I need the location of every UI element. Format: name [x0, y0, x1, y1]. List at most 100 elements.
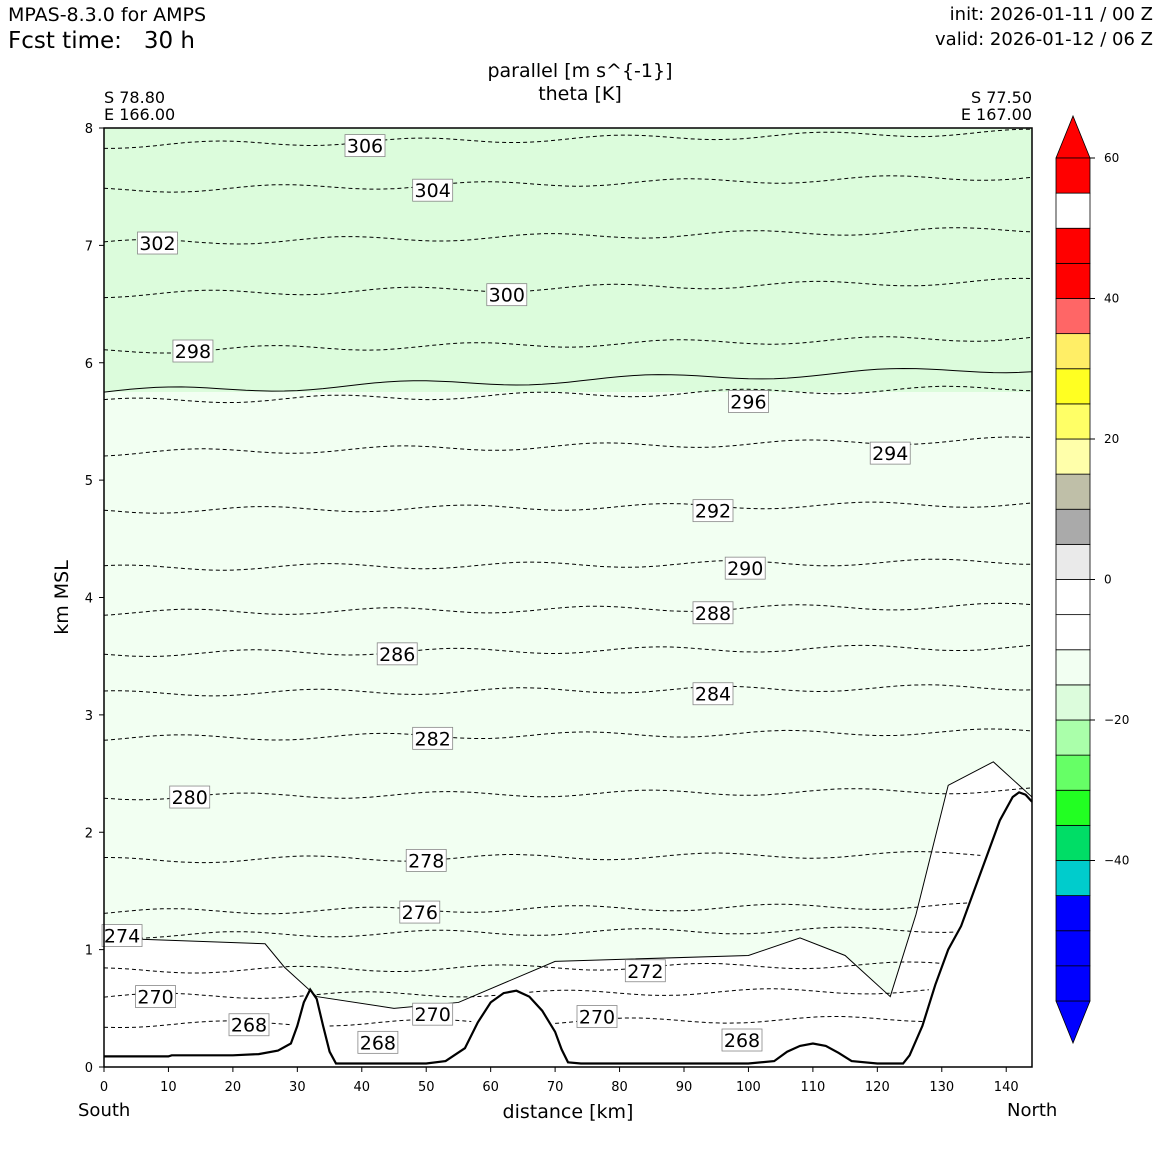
colorbar-segment-top: [1055, 157, 1091, 194]
y-tick-label-4: 4: [85, 592, 93, 607]
colorbar-segment-19: [1055, 262, 1091, 299]
theta-contour-286: [103, 644, 1033, 657]
end-direction: North: [1007, 1100, 1058, 1121]
contour-label-extra-1: 270: [579, 1007, 615, 1029]
theta-contour-300: [103, 277, 1033, 299]
end-coordinates: S 77.50 E 167.00: [961, 89, 1032, 123]
theta-contour-290: [103, 558, 1032, 571]
colorbar-tick-label-2: 20: [1104, 432, 1119, 446]
y-tick-label-5: 5: [85, 474, 93, 489]
theta-contour-294: [103, 436, 1033, 457]
colorbar-segment-5: [1055, 754, 1091, 791]
terrain-fill: [104, 792, 1032, 1067]
theta-contour-274: [103, 926, 955, 939]
contour-label-276-box: [399, 900, 441, 924]
forecast-time-value: 30 h: [143, 28, 195, 54]
x-tick-label-0: 0: [100, 1080, 108, 1095]
start-lon: E 166.00: [104, 105, 176, 124]
contour-label-268: 268: [231, 1015, 267, 1037]
y-tick-label-0: 0: [85, 1061, 93, 1076]
contour-label-306-box: [344, 134, 386, 158]
contour-label-extra-3-box: [721, 1028, 763, 1052]
terrain: [104, 791, 1033, 1067]
x-axis-label: distance [km]: [503, 1101, 634, 1123]
contour-label-274: 274: [104, 926, 140, 948]
theta-contour-276: [103, 902, 968, 915]
contour-label-300: 300: [489, 285, 525, 307]
y-tick-label-6: 6: [85, 357, 93, 372]
colorbar-tick-label-3: 0: [1104, 573, 1112, 587]
contour-label-300-box: [486, 283, 528, 307]
colorbar-segment-11: [1055, 543, 1091, 580]
contour-label-292: 292: [695, 501, 731, 523]
y-axis-label: km MSL: [51, 560, 73, 635]
contour-label-296: 296: [730, 391, 766, 413]
contour-label-extra-0-box: [412, 1002, 454, 1026]
forecast-time-label: Fcst time:: [8, 28, 122, 54]
theta-contour-282: [103, 728, 1033, 741]
x-tick-label-130: 130: [929, 1080, 954, 1095]
contour-label-290: 290: [727, 558, 763, 580]
end-lat: S 77.50: [970, 88, 1032, 107]
contour-label-274-box: [101, 924, 143, 947]
x-tick-label-50: 50: [418, 1080, 435, 1095]
theta-contour-302: [103, 227, 1033, 245]
x-tick-label-90: 90: [676, 1080, 693, 1095]
theta-contour-284: [103, 684, 1033, 697]
contour-label-270: 270: [137, 987, 173, 1009]
theta-contour-280: [103, 787, 1033, 801]
forecast-time: Fcst time: 30 h: [8, 28, 195, 54]
x-tick-label-60: 60: [482, 1080, 499, 1095]
contour-label-298: 298: [175, 341, 211, 363]
contour-label-extra-0: 270: [415, 1004, 451, 1026]
contour-label-288-box: [692, 601, 734, 625]
colorbar-segment-6: [1055, 719, 1091, 756]
colorbar-segment-10: [1055, 579, 1091, 616]
contour-label-304: 304: [415, 180, 451, 202]
contour-label-294: 294: [872, 443, 908, 465]
colorbar-segment-bottom: [1055, 965, 1091, 1002]
theta-contour-288: [103, 602, 1033, 616]
contour-label-272: 272: [627, 961, 663, 983]
y-tick-label-3: 3: [85, 709, 93, 724]
colorbar-tick-label-4: −20: [1104, 713, 1129, 727]
end-lon: E 167.00: [960, 105, 1032, 124]
x-tick-label-10: 10: [160, 1080, 177, 1095]
contour-label-284: 284: [695, 684, 731, 706]
contour-label-304-box: [412, 178, 454, 202]
x-tick-label-140: 140: [994, 1080, 1019, 1095]
start-lat: S 78.80: [104, 88, 166, 107]
colorbar-tick-label-5: −40: [1104, 854, 1129, 868]
x-tick-label-110: 110: [800, 1080, 825, 1095]
colorbar-segment-14: [1055, 438, 1091, 475]
contour-label-extra-2-box: [357, 1030, 399, 1054]
theta-contour-292: [103, 501, 1033, 514]
theta-contour-296: [103, 385, 1033, 404]
contour-label-278: 278: [408, 850, 444, 872]
x-tick-label-80: 80: [611, 1080, 628, 1095]
terrain-line: [104, 791, 1033, 1065]
axes: 0 10 20 30 40 50 60 70 80 90 100 110 120 130 140 0 1 2 3 4 5…: [51, 122, 1033, 1123]
x-tick-label-120: 120: [865, 1080, 890, 1095]
valid-time: valid: 2026-01-12 / 06 Z: [935, 29, 1153, 50]
contour-label-286: 286: [379, 644, 415, 666]
colorbar-segment-21: [1055, 192, 1091, 229]
contour-label-272-box: [624, 959, 666, 983]
contour-labels: 306 304 302 300 298 296 294 292 290 288 286 284 282 2…: [101, 134, 911, 1054]
contour-label-296-box: [728, 390, 769, 413]
contour-label-extra-1-box: [576, 1005, 618, 1028]
start-direction: South: [78, 1100, 131, 1121]
contour-label-294-box: [869, 441, 911, 465]
x-tick-label-100: 100: [736, 1080, 761, 1095]
wind-shading: [103, 128, 1033, 1068]
colorbar-segment-2: [1055, 860, 1091, 897]
init-time: init: 2026-01-11 / 00 Z: [949, 4, 1153, 25]
contour-label-284-box: [692, 682, 734, 706]
theta-contour-306: [104, 128, 1032, 149]
y-tick-label-1: 1: [85, 944, 93, 959]
model-name: MPAS-8.3.0 for AMPS: [8, 4, 207, 26]
x-tick-label-20: 20: [225, 1080, 242, 1095]
x-tick-label-70: 70: [547, 1080, 564, 1095]
contour-label-280-box: [169, 785, 211, 809]
